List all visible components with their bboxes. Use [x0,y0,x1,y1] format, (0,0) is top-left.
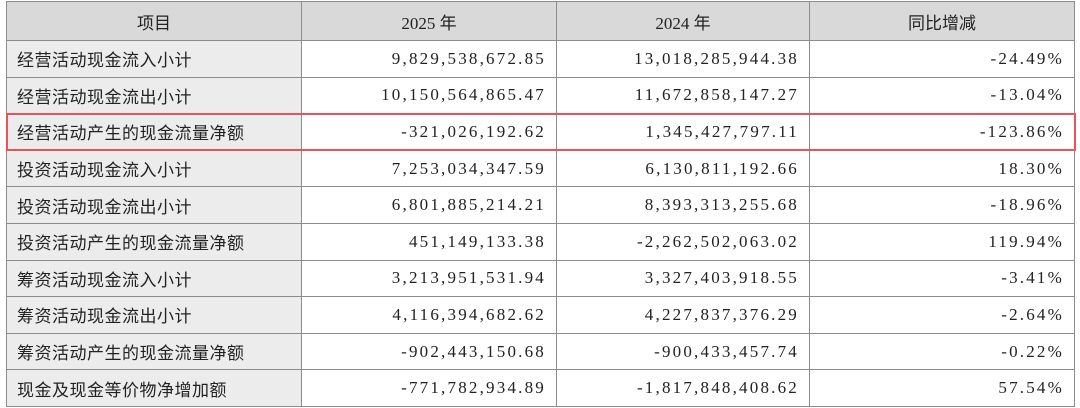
value-cell: 451,149,133.38 [301,222,557,261]
header-cell: 2025 年 [301,1,557,41]
table-row: 经营活动现金流入小计 9,829,538,672.85 13,018,285,944… [6,40,1075,78]
value-cell: 9,829,538,672.85 [301,40,557,78]
value-cell: 119.94% [809,222,1075,261]
value-cell: -3.41% [809,259,1075,298]
value-cell: -0.22% [809,332,1075,371]
row-label: 筹资活动产生的现金流量净额 [6,332,302,371]
table-row: 筹资活动现金流出小计 4,116,394,682.62 4,227,837,376.… [6,296,1075,334]
value-cell: 3,327,403,918.55 [556,259,810,298]
row-label: 经营活动现金流出小计 [6,76,302,115]
value-cell: -900,433,457.74 [556,332,810,371]
value-cell: -24.49% [809,40,1075,78]
value-cell: 7,253,034,347.59 [301,149,557,188]
table-row: 投资活动现金流出小计 6,801,885,214.21 8,393,313,255.… [6,186,1075,224]
row-label: 经营活动产生的现金流量净额 [6,113,302,151]
table-row: 筹资活动现金流入小计 3,213,951,531.94 3,327,403,918.… [6,259,1075,298]
value-cell: 8,393,313,255.68 [556,186,810,224]
header-cell: 2024 年 [556,1,810,41]
value-cell: -123.86% [809,113,1075,151]
value-cell: 57.54% [809,369,1075,407]
value-cell: -902,443,150.68 [301,332,557,371]
value-cell: 6,801,885,214.21 [301,186,557,224]
header-cell: 项目 [6,1,302,41]
value-cell: 18.30% [809,149,1075,188]
row-label: 筹资活动现金流出小计 [6,296,302,334]
row-label: 筹资活动现金流入小计 [6,259,302,298]
value-cell: -1,817,848,408.62 [556,369,810,407]
cash-flow-table: 项目 2025 年 2024 年同比增减 经营活动现金流入小计 9,829,538,6… [5,1,1076,407]
table-row: 经营活动产生的现金流量净额 -321,026,192.62 1,345,427,79… [5,112,1076,152]
row-label: 投资活动现金流入小计 [6,149,302,188]
row-label: 投资活动产生的现金流量净额 [6,222,302,261]
table-row: 投资活动现金流入小计 7,253,034,347.59 6,130,811,192.… [6,149,1075,188]
table-header: 项目 2025 年 2024 年同比增减 [6,1,1075,41]
value-cell: -771,782,934.89 [301,369,557,407]
value-cell: 6,130,811,192.66 [556,149,810,188]
row-label: 投资活动现金流出小计 [6,186,302,224]
value-cell: -2,262,502,063.02 [556,222,810,261]
header-row: 项目 2025 年 2024 年同比增减 [6,1,1075,41]
value-cell: 10,150,564,865.47 [301,76,557,115]
value-cell: 1,345,427,797.11 [556,113,810,151]
row-label: 现金及现金等价物净增加额 [6,369,302,407]
value-cell: -18.96% [809,186,1075,224]
value-cell: 4,116,394,682.62 [301,296,557,334]
header-cell: 同比增减 [809,1,1075,41]
value-cell: 3,213,951,531.94 [301,259,557,298]
value-cell: -321,026,192.62 [301,113,557,151]
table-row: 筹资活动产生的现金流量净额 -902,443,150.68 -900,433,457… [6,332,1075,371]
table-row: 投资活动产生的现金流量净额 451,149,133.38 -2,262,502,06… [6,222,1075,261]
table-row: 现金及现金等价物净增加额 -771,782,934.89 -1,817,848,40… [6,369,1075,407]
value-cell: 4,227,837,376.29 [556,296,810,334]
value-cell: 11,672,858,147.27 [556,76,810,115]
value-cell: -13.04% [809,76,1075,115]
table-body: 经营活动现金流入小计 9,829,538,672.85 13,018,285,944… [5,40,1076,407]
row-label: 经营活动现金流入小计 [6,40,302,78]
table-row: 经营活动现金流出小计 10,150,564,865.47 11,672,858,14… [6,76,1075,115]
value-cell: -2.64% [809,296,1075,334]
value-cell: 13,018,285,944.38 [556,40,810,78]
